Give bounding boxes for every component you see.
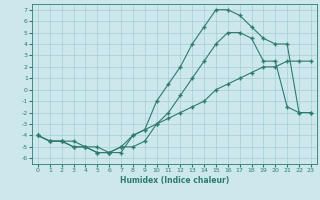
X-axis label: Humidex (Indice chaleur): Humidex (Indice chaleur) — [120, 176, 229, 185]
